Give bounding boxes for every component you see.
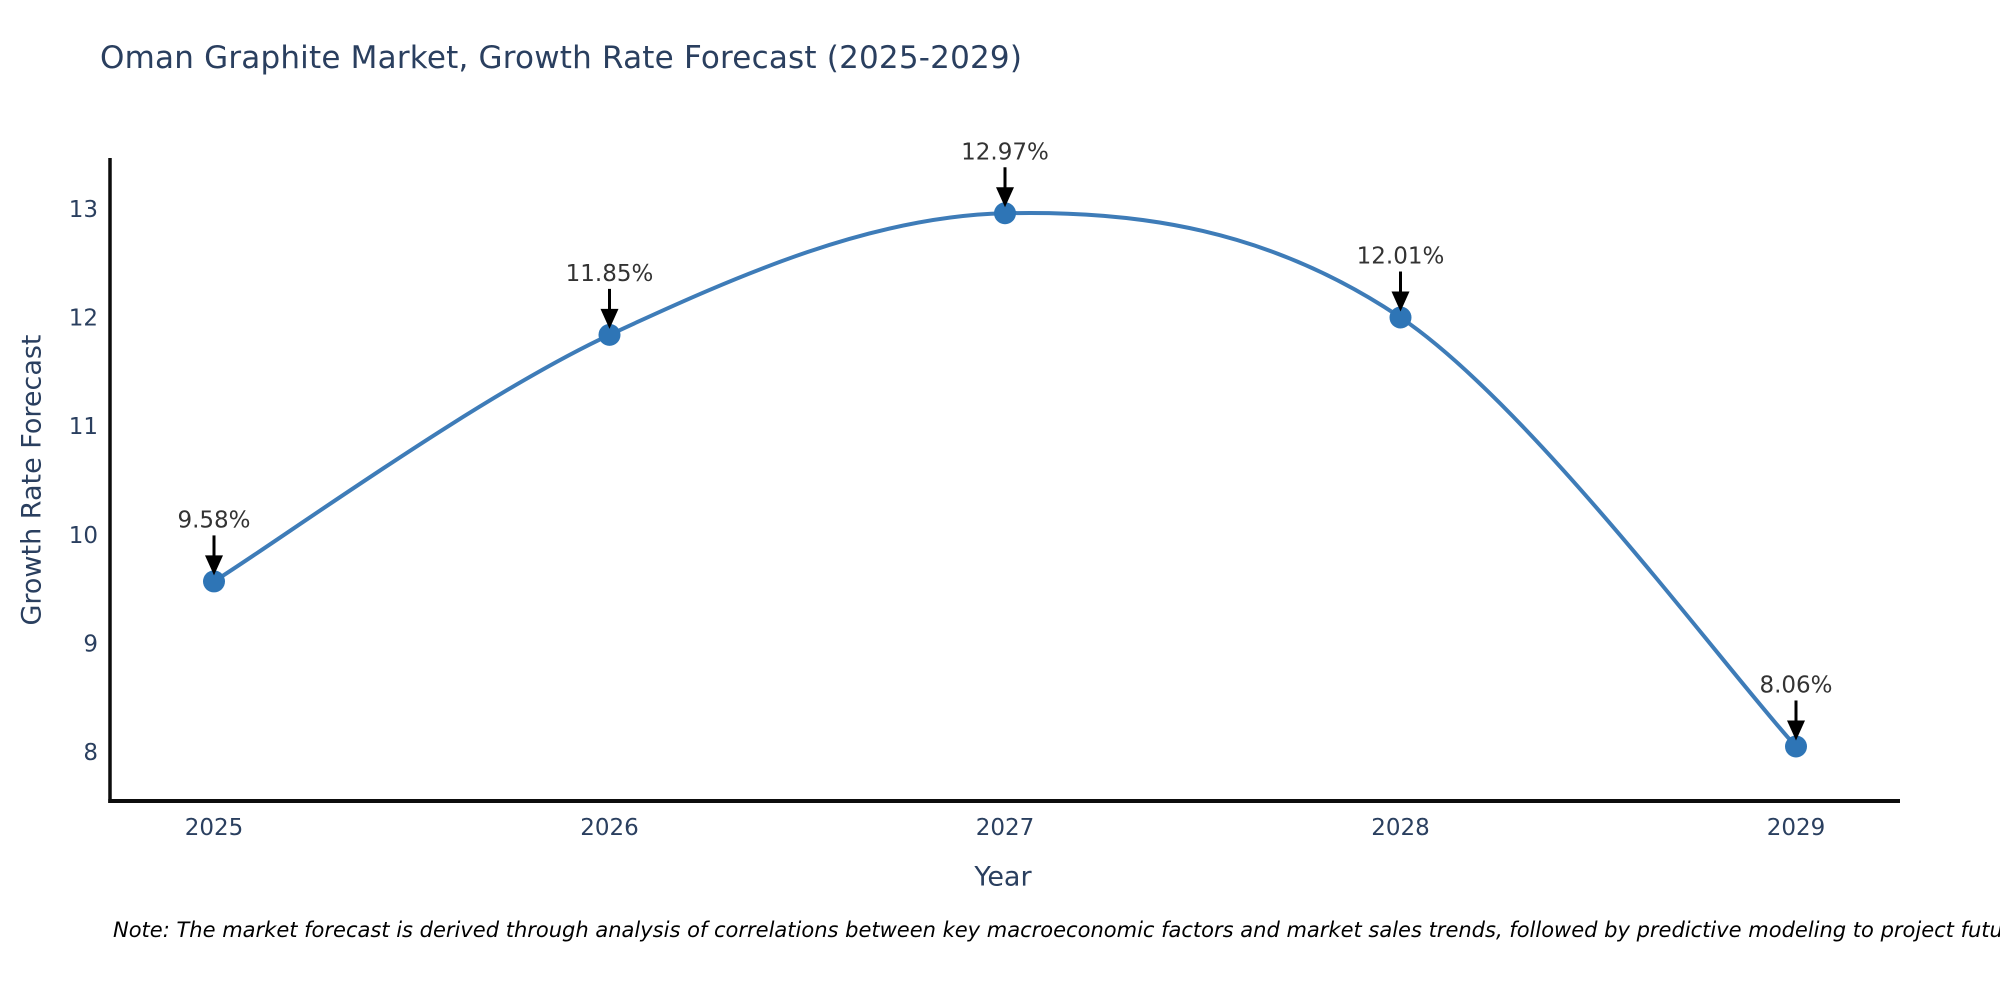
annotation-arrow-head	[600, 308, 619, 329]
x-axis-title: Year	[974, 861, 1032, 893]
x-tick-label: 2026	[580, 815, 639, 841]
data-point-marker	[598, 323, 621, 346]
x-tick-label: 2027	[976, 815, 1035, 841]
y-tick-label: 10	[69, 523, 98, 549]
point-annotation-label: 12.97%	[961, 139, 1049, 165]
chart-title: Oman Graphite Market, Growth Rate Foreca…	[100, 40, 1023, 76]
footnote: Note: The market forecast is derived thr…	[113, 918, 2000, 942]
x-tick-label: 2025	[185, 815, 244, 841]
annotation-arrow-head	[1391, 291, 1410, 312]
point-annotation-label: 8.06%	[1759, 672, 1832, 698]
point-annotation-label: 11.85%	[566, 261, 654, 287]
annotation-arrow-head	[996, 187, 1014, 208]
y-axis-title: Growth Rate Forecast	[16, 334, 48, 626]
point-annotation-label: 12.01%	[1357, 244, 1445, 270]
y-tick-label: 8	[83, 740, 98, 766]
annotation-arrow-head	[1787, 720, 1805, 741]
data-point-marker	[994, 202, 1016, 225]
y-tick-label: 9	[83, 631, 98, 657]
x-tick-label: 2029	[1767, 815, 1826, 841]
data-point-marker	[1389, 306, 1412, 329]
data-point-marker	[203, 570, 225, 593]
data-point-marker	[1785, 735, 1807, 758]
annotation-arrow-head	[205, 555, 223, 576]
forecast-line	[212, 210, 1798, 749]
y-tick-label: 13	[69, 197, 98, 223]
y-tick-label: 11	[69, 414, 98, 440]
x-tick-label: 2028	[1371, 815, 1430, 841]
point-annotation-label: 9.58%	[177, 507, 250, 533]
y-tick-label: 12	[69, 306, 98, 332]
